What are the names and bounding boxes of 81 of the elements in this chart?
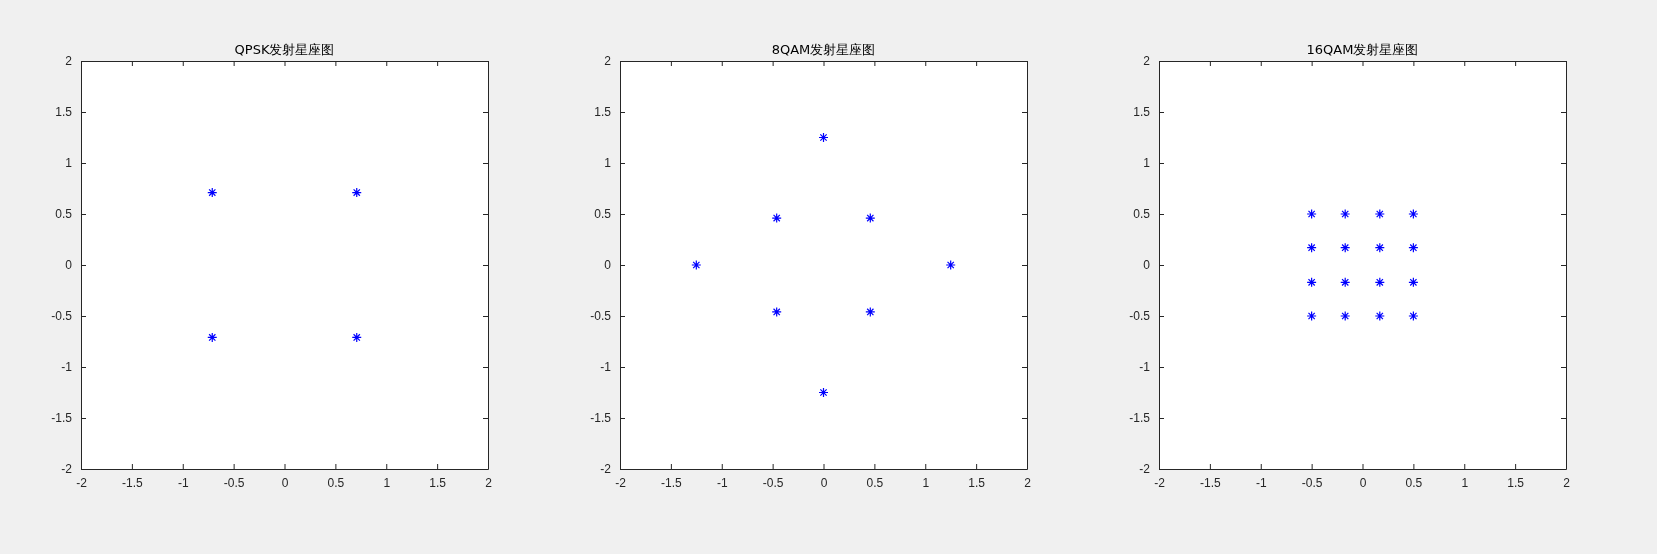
x-tick-label: -1.5 (1200, 475, 1222, 490)
x-tick-label: 2 (1563, 475, 1571, 490)
x-tick-label: -0.5 (223, 475, 245, 490)
y-tick-label: -1.5 (1129, 411, 1151, 426)
point (1408, 208, 1419, 220)
point (1374, 208, 1385, 220)
point (691, 259, 702, 271)
y-tick-label: -1 (600, 360, 612, 375)
point (1408, 310, 1419, 322)
y-tick-label: 0.5 (594, 207, 612, 222)
x-tick-label: 1 (1461, 475, 1469, 490)
point (1340, 208, 1351, 220)
point (771, 306, 782, 318)
x-tick-label: 0 (820, 475, 828, 490)
x-tick-label: 1.5 (1507, 475, 1525, 490)
point (1340, 242, 1351, 253)
x-tick-label: 0 (281, 475, 289, 490)
y-tick-label: -0.5 (1129, 309, 1151, 324)
y-tick-label: 0 (1143, 258, 1151, 273)
y-tick-label: 1.5 (594, 105, 612, 120)
y-tick-label: 0 (65, 258, 73, 273)
x-tick-label: 1.5 (429, 475, 447, 490)
x-tick-label: 1 (383, 475, 391, 490)
y-tick-label: -1.5 (51, 411, 73, 426)
x-tick-label: -0.5 (1301, 475, 1323, 490)
point (1374, 277, 1385, 288)
point (1306, 242, 1317, 253)
y-tick-label: 1 (65, 156, 73, 171)
point (1306, 310, 1317, 322)
y-tick-label: -1.5 (590, 411, 612, 426)
point (818, 387, 829, 398)
x-tick-label: -2 (615, 475, 627, 490)
y-tick-label: 2 (1143, 54, 1151, 69)
x-tick-label: 0.5 (866, 475, 884, 490)
x-tick-label: -2 (76, 475, 88, 490)
point (1340, 277, 1351, 288)
y-tick-label: 2 (604, 54, 612, 69)
x-tick-label: 1 (922, 475, 930, 490)
y-tick-label: 0.5 (55, 207, 73, 222)
point (1340, 310, 1351, 322)
chart-title: 16QAM发射星座图 (1306, 42, 1419, 57)
point (1408, 242, 1419, 253)
point (771, 212, 782, 224)
x-tick-label: -0.5 (762, 475, 784, 490)
point (1306, 208, 1317, 220)
point (865, 212, 876, 224)
x-tick-label: -1 (716, 475, 728, 490)
y-tick-label: -1 (61, 360, 73, 375)
x-tick-label: 2 (1024, 475, 1032, 490)
y-tick-label: -2 (1139, 462, 1151, 477)
point (1306, 277, 1317, 288)
y-tick-label: 1 (604, 156, 612, 171)
point (818, 132, 829, 143)
x-tick-label: -1.5 (122, 475, 144, 490)
point (865, 306, 876, 318)
chart-title: 8QAM发射星座图 (771, 42, 876, 57)
x-tick-label: 1.5 (968, 475, 986, 490)
x-tick-label: 0.5 (1405, 475, 1423, 490)
x-tick-label: -1.5 (661, 475, 683, 490)
x-tick-label: -1 (177, 475, 189, 490)
point (1374, 242, 1385, 253)
x-tick-label: 2 (485, 475, 493, 490)
point (1408, 277, 1419, 288)
x-tick-label: -2 (1154, 475, 1166, 490)
point (1374, 310, 1385, 322)
y-tick-label: -2 (61, 462, 73, 477)
y-tick-label: 0 (604, 258, 612, 273)
y-tick-label: -0.5 (51, 309, 73, 324)
x-tick-label: -1 (1255, 475, 1267, 490)
y-tick-label: 1 (1143, 156, 1151, 171)
y-tick-label: 1.5 (1133, 105, 1151, 120)
point (945, 259, 956, 271)
x-tick-label: 0 (1359, 475, 1367, 490)
y-tick-label: -1 (1139, 360, 1151, 375)
y-tick-label: 0.5 (1133, 207, 1151, 222)
y-tick-label: 2 (65, 54, 73, 69)
y-tick-label: 1.5 (55, 105, 73, 120)
y-tick-label: -0.5 (590, 309, 612, 324)
chart-title: QPSK发射星座图 (234, 42, 335, 57)
x-tick-label: 0.5 (327, 475, 345, 490)
y-tick-label: -2 (600, 462, 612, 477)
